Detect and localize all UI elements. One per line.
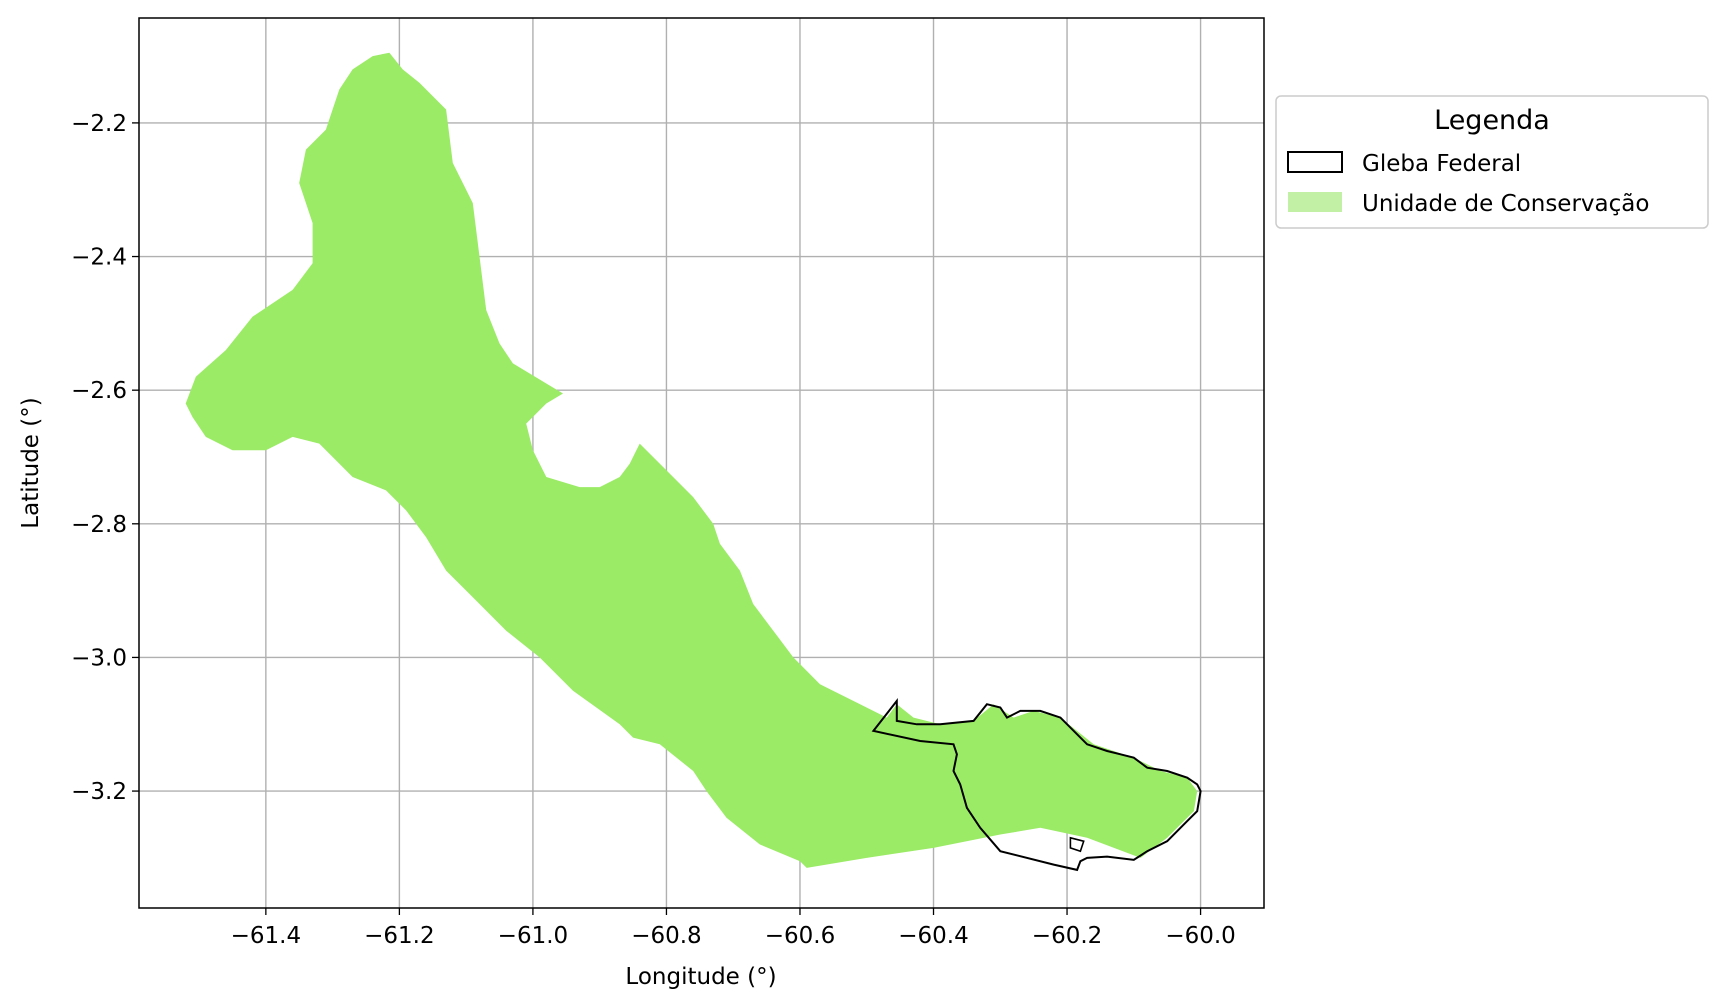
x-tick-label: −61.2 xyxy=(364,923,434,949)
y-axis-ticks: −2.2 −2.4 −2.6 −2.8 −3.0 −3.2 xyxy=(71,111,139,805)
x-tick-label: −60.0 xyxy=(1165,923,1235,949)
y-tick-label: −3.0 xyxy=(71,645,127,671)
x-tick-label: −61.0 xyxy=(498,923,568,949)
x-tick-label: −60.6 xyxy=(765,923,835,949)
legend: Legenda Gleba Federal Unidade de Conserv… xyxy=(1275,95,1709,229)
y-axis-label: Latitude (°) xyxy=(18,397,44,528)
y-tick-label: −2.4 xyxy=(71,245,127,271)
legend-label-unidade-de-conservacao: Unidade de Conservação xyxy=(1362,191,1649,217)
legend-title: Legenda xyxy=(1434,105,1550,136)
legend-box xyxy=(1275,95,1709,229)
x-tick-label: −61.4 xyxy=(231,923,301,949)
legend-swatch-gleba-federal xyxy=(1287,151,1343,173)
plot-frame xyxy=(138,17,1265,909)
x-axis-label: Longitude (°) xyxy=(625,964,776,990)
y-tick-label: −3.2 xyxy=(71,779,127,805)
y-tick-label: −2.2 xyxy=(71,111,127,137)
y-tick-label: −2.6 xyxy=(71,378,127,404)
x-tick-label: −60.4 xyxy=(898,923,968,949)
x-axis-ticks: −61.4 −61.2 −61.0 −60.8 −60.6 −60.4 −60.2 −60.0 xyxy=(231,908,1236,949)
x-tick-label: −60.8 xyxy=(631,923,701,949)
unidade-de-conservacao-area xyxy=(185,52,1198,868)
gleba-federal-boundary xyxy=(871,697,1202,872)
x-tick-label: −60.2 xyxy=(1032,923,1102,949)
legend-label-gleba-federal: Gleba Federal xyxy=(1362,151,1521,177)
gleba-federal-small-parcel xyxy=(1069,836,1085,853)
y-tick-label: −2.8 xyxy=(71,512,127,538)
legend-swatch-unidade-de-conservacao xyxy=(1288,192,1342,212)
map-layers xyxy=(185,52,1202,872)
